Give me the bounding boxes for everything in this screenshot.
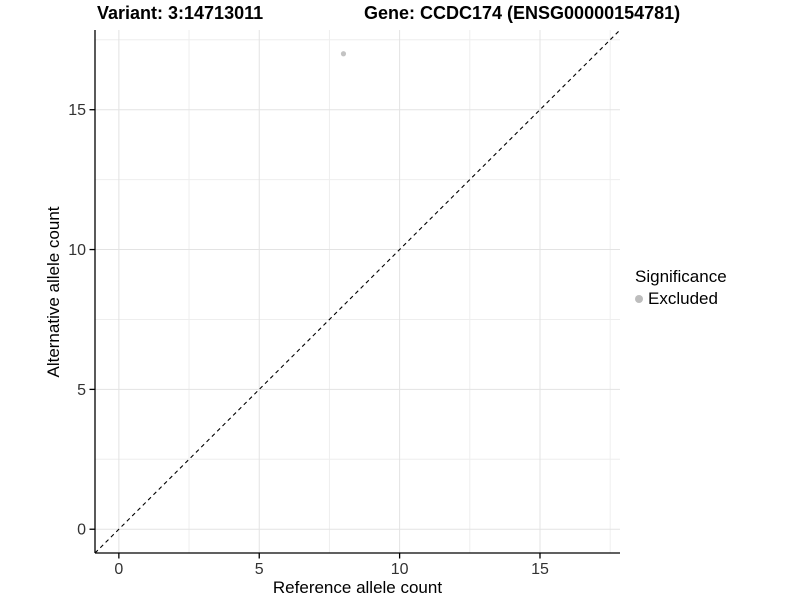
x-tick-label: 5 [255,561,264,578]
x-tick-label: 0 [114,561,123,578]
legend-point-icon [635,295,643,303]
variant-title: Variant: 3:14713011 [97,3,264,23]
y-tick-label: 15 [68,102,86,119]
legend-item-label: Excluded [648,289,718,308]
gene-title: Gene: CCDC174 (ENSG00000154781) [364,3,681,23]
y-tick-label: 0 [77,522,86,539]
legend-title: Significance [635,267,727,286]
data-point [340,51,347,57]
x-tick-label: 15 [531,561,549,578]
x-axis-title: Reference allele count [272,578,443,597]
x-tick-label: 10 [391,561,409,578]
legend-item-excluded: Excluded [635,289,727,309]
diagonal-reference-line [94,29,621,554]
y-axis-title: Alternative allele count [44,206,63,378]
y-tick-label: 10 [68,242,86,259]
legend: Significance Excluded [635,266,727,309]
y-tick-label: 5 [77,382,86,399]
